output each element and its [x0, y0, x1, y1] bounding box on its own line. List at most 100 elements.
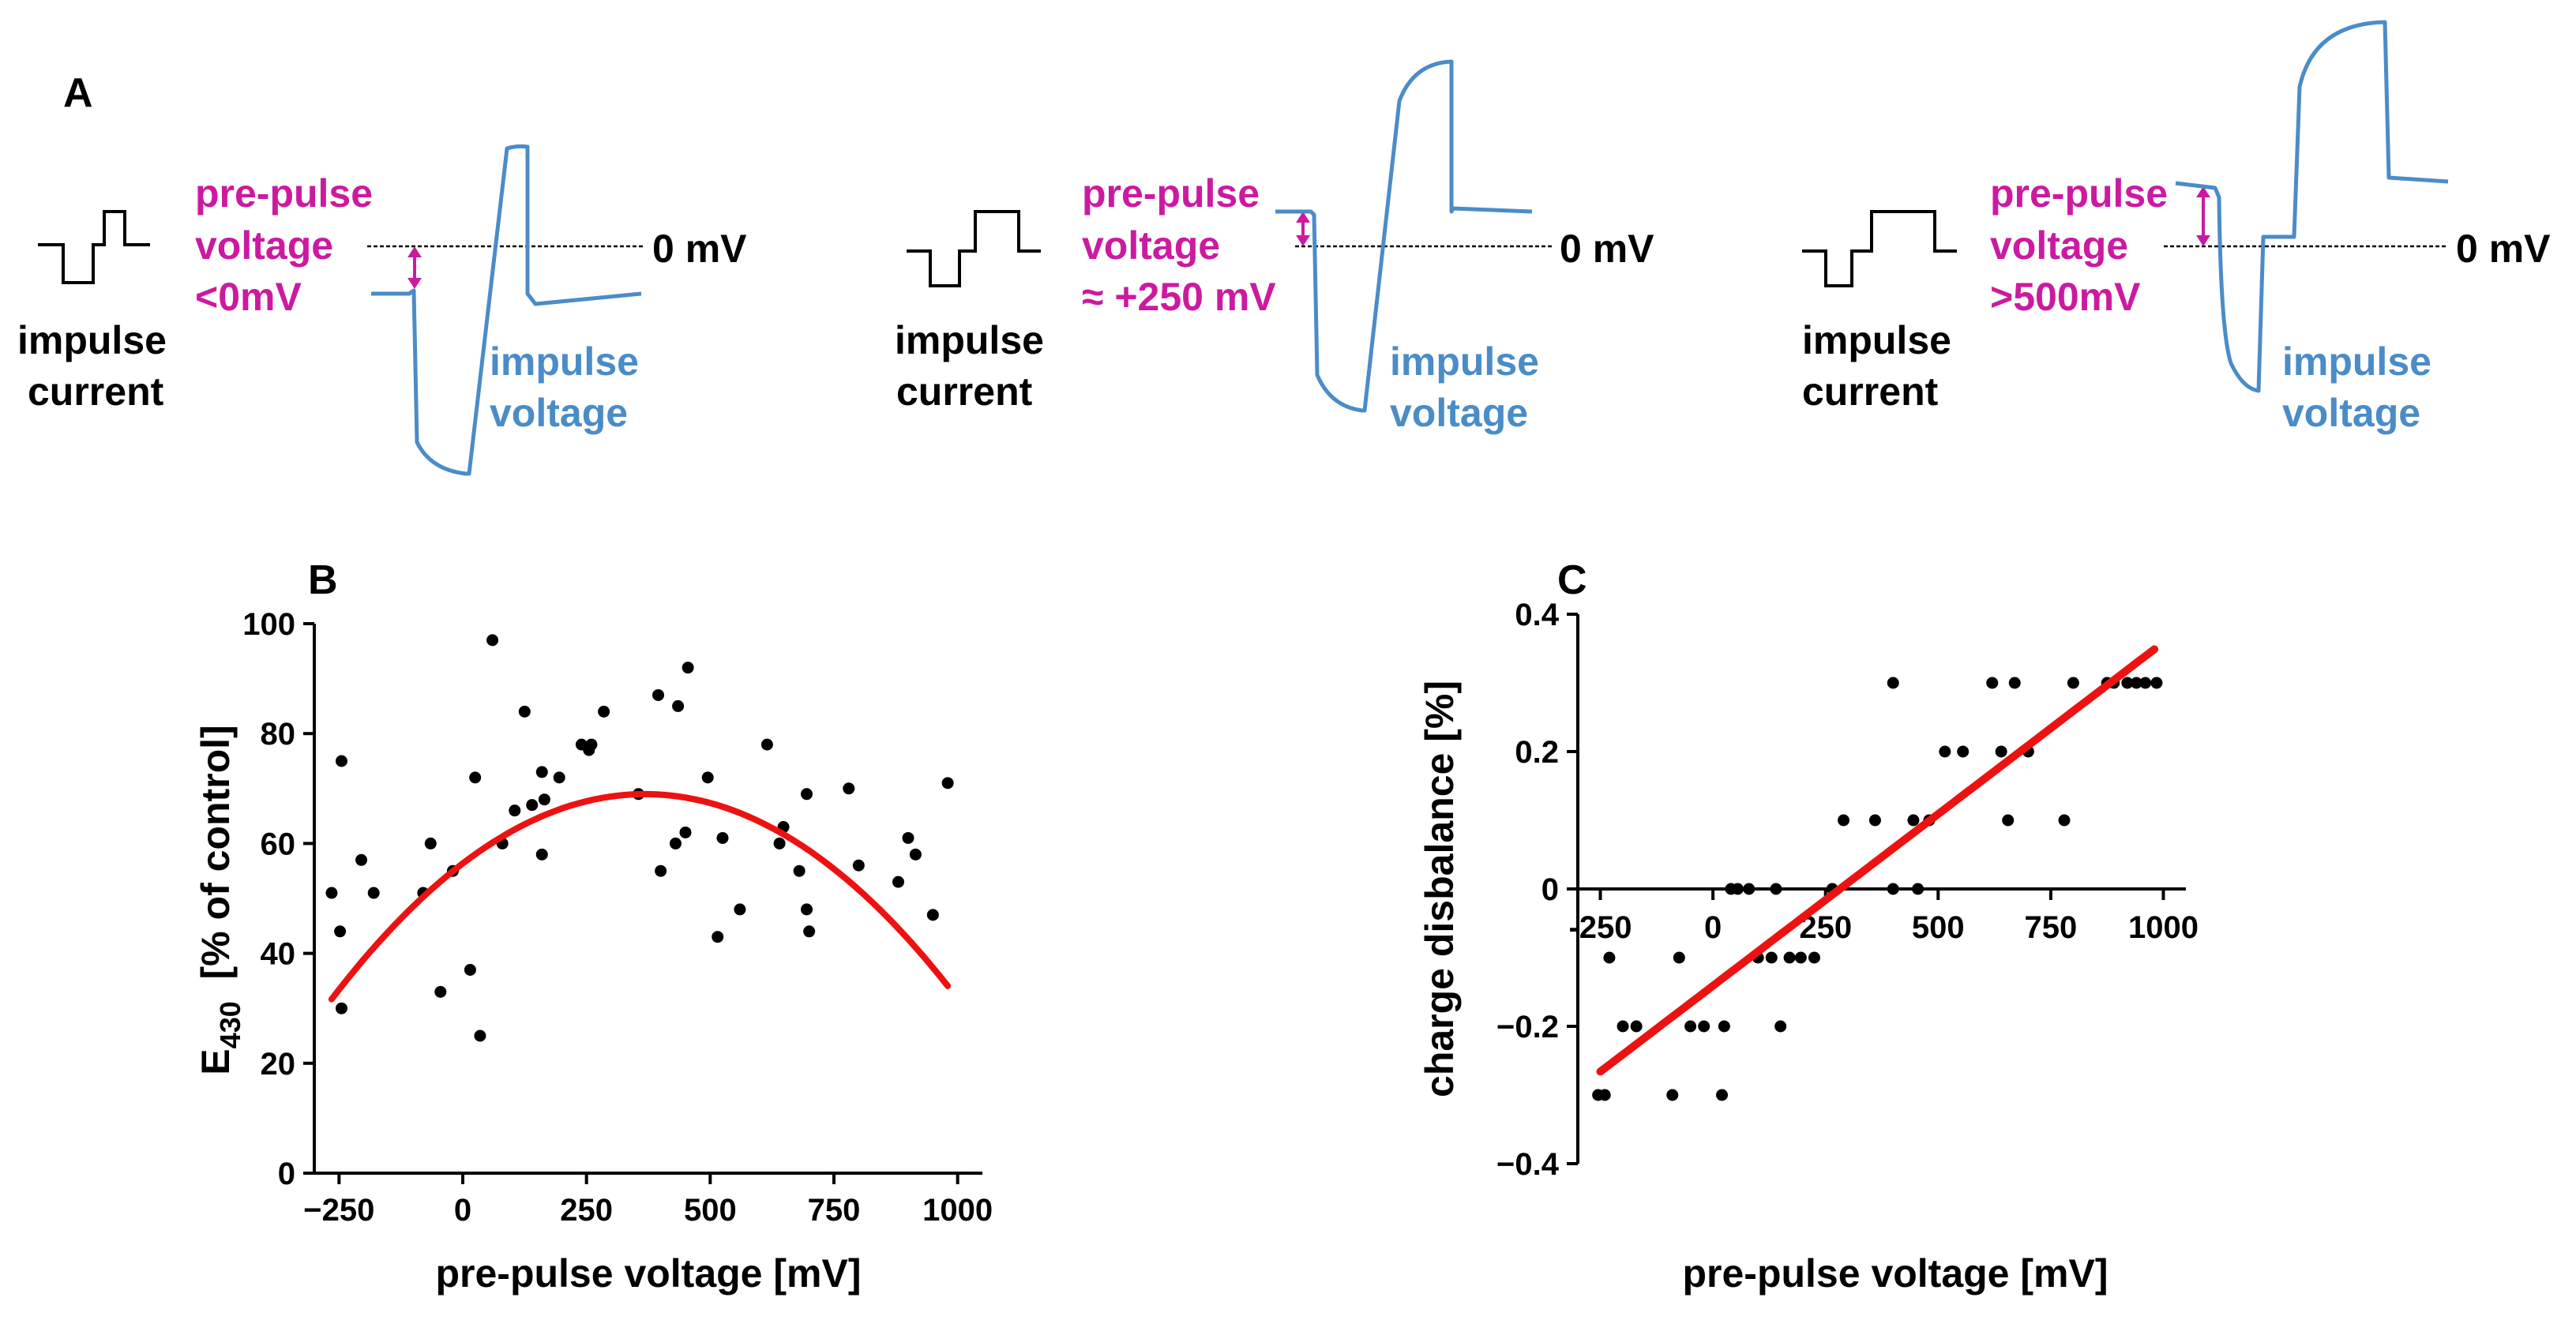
data-point — [424, 837, 437, 849]
impulse-current-trace-2 — [907, 210, 1041, 287]
data-point — [434, 985, 447, 998]
panel-a-case-1: impulse current pre-pulse voltage <0mV 0… — [17, 144, 747, 476]
data-point — [585, 738, 598, 751]
data-point — [803, 925, 816, 938]
data-point — [652, 688, 665, 701]
data-point — [1957, 745, 1970, 758]
impulse-voltage-label-3-line2: voltage — [2282, 391, 2420, 435]
x-tick-label: -250 — [1568, 910, 1632, 945]
impulse-current-label-2-line2: current — [896, 369, 1033, 414]
data-point — [464, 963, 476, 976]
data-point — [538, 793, 550, 806]
data-point — [669, 837, 682, 849]
data-point — [801, 903, 813, 916]
data-point — [1673, 951, 1685, 964]
pre-pulse-label-3-line1: pre-pulse — [1990, 171, 2168, 216]
y-tick-label: −0.4 — [1496, 1147, 1560, 1182]
pre-pulse-arrow-3-head-top — [2196, 186, 2210, 197]
panel-b-letter: B — [308, 557, 338, 603]
x-tick-label: 750 — [808, 1193, 861, 1228]
panel-c-fit-line — [1596, 645, 2159, 1076]
zero-mv-label-3: 0 mV — [2456, 227, 2551, 271]
data-point — [902, 831, 914, 844]
data-point — [518, 705, 531, 718]
data-point — [1907, 814, 1920, 827]
pre-pulse-label-3-line2: voltage — [1990, 223, 2128, 268]
data-point — [1603, 951, 1616, 964]
panel-b-x-axis-label: pre-pulse voltage [mV] — [436, 1251, 862, 1296]
data-point — [773, 837, 786, 849]
data-point — [760, 738, 773, 751]
panel-b-y-label-rest: [% of control] — [193, 725, 238, 1001]
data-point — [1765, 951, 1778, 964]
x-tick-label: 1000 — [922, 1193, 993, 1228]
data-point — [716, 831, 729, 844]
data-point — [1868, 814, 1881, 827]
impulse-current-label-3-line2: current — [1802, 369, 1939, 414]
data-point — [1912, 883, 1924, 895]
data-point — [843, 782, 855, 795]
y-tick-label: 60 — [261, 827, 296, 861]
impulse-current-label-1-line1: impulse — [17, 318, 167, 362]
y-tick-label: 100 — [242, 607, 295, 642]
panel-c-y-axis-label: charge disbalance [%] — [1418, 681, 1462, 1097]
panel-b-x-ticks: −250 0 250 500 750 1000 — [303, 1173, 993, 1228]
data-point — [926, 909, 939, 921]
panel-a: A impulse current pre-pulse voltage <0mV… — [17, 20, 2551, 476]
impulse-current-trace-1 — [38, 210, 150, 284]
data-point — [679, 826, 692, 838]
data-point — [1630, 1020, 1643, 1033]
zero-mv-label-2: 0 mV — [1560, 227, 1654, 271]
data-point — [801, 788, 813, 801]
panel-c-x-ticks: -250 0 250 500 750 1000 — [1568, 889, 2199, 945]
data-point — [367, 887, 380, 899]
panel-b-fit-curve — [328, 790, 952, 1003]
data-point — [793, 864, 805, 877]
data-point — [2130, 677, 2142, 689]
y-tick-label: 0.4 — [1515, 598, 1559, 632]
pre-pulse-label-1-line2: voltage — [195, 223, 333, 268]
data-point — [1731, 883, 1744, 895]
x-tick-label: 750 — [2025, 910, 2078, 945]
data-point — [1743, 883, 1756, 895]
data-point — [526, 799, 539, 812]
pre-pulse-arrow-2-head-top — [1296, 212, 1310, 223]
data-point — [1774, 1020, 1787, 1033]
y-tick-label: 0 — [278, 1157, 295, 1191]
impulse-current-label-1-line2: current — [28, 369, 164, 414]
data-point — [1598, 1089, 1611, 1101]
y-tick-label: 40 — [261, 937, 296, 972]
data-point — [1986, 677, 1999, 689]
impulse-voltage-trace-1 — [371, 144, 642, 476]
impulse-voltage-label-1-line2: voltage — [490, 391, 628, 435]
data-point — [892, 876, 904, 888]
impulse-voltage-label-1-line1: impulse — [490, 339, 639, 384]
data-point — [672, 699, 685, 712]
impulse-current-label-2-line1: impulse — [895, 318, 1044, 362]
data-point — [1939, 745, 1951, 758]
panel-b-y-axis-label: E430 [% of control] — [193, 725, 246, 1074]
data-point — [325, 887, 338, 899]
pre-pulse-label-1-line3: <0mV — [195, 275, 302, 319]
data-point — [1617, 1020, 1629, 1033]
x-tick-label: 250 — [560, 1193, 613, 1228]
y-tick-label: 80 — [261, 717, 296, 752]
x-tick-label: 500 — [1912, 910, 1965, 945]
data-point — [474, 1029, 486, 1042]
data-point — [941, 777, 954, 789]
data-point — [535, 848, 548, 861]
y-tick-label: 0 — [1541, 872, 1559, 907]
x-tick-label: 500 — [684, 1193, 737, 1228]
data-point — [2139, 677, 2152, 689]
pre-pulse-label-2-line1: pre-pulse — [1082, 171, 1260, 216]
data-point — [335, 1002, 347, 1014]
impulse-current-trace-3 — [1802, 210, 1957, 287]
data-point — [1794, 951, 1807, 964]
data-point — [486, 634, 499, 647]
impulse-voltage-label-2-line2: voltage — [1390, 391, 1528, 435]
panel-b-y-ticks: 0 20 40 60 80 100 — [242, 607, 314, 1191]
data-point — [334, 925, 347, 938]
y-tick-label: 0.2 — [1515, 735, 1559, 770]
panel-c-letter: C — [1557, 557, 1587, 603]
